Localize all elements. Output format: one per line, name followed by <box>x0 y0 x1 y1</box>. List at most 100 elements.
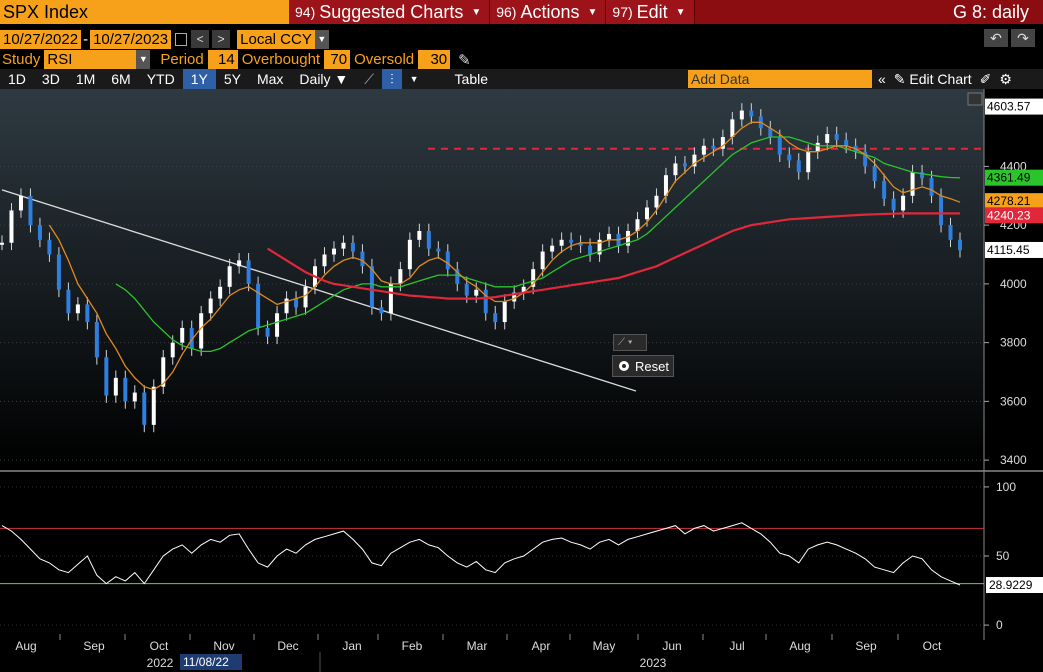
end-date-field[interactable]: 10/27/2023 <box>90 29 172 49</box>
next-range-button[interactable]: > <box>212 30 231 48</box>
ma-short-line <box>48 121 961 391</box>
cursor-date-label: 11/08/22 <box>183 655 229 669</box>
price-candle <box>113 377 118 396</box>
price-candle <box>768 128 773 137</box>
period-5y[interactable]: 5Y <box>223 71 241 87</box>
price-candle <box>66 289 71 314</box>
collapse-icon[interactable]: « <box>878 71 886 87</box>
price-candle <box>777 137 782 155</box>
price-candle <box>85 304 90 323</box>
range-separator: - <box>83 30 89 48</box>
price-candle <box>237 260 242 267</box>
price-candle <box>720 137 725 149</box>
price-candle <box>28 195 33 226</box>
add-data-input[interactable]: Add Data <box>688 70 872 88</box>
study-select[interactable]: RSI <box>44 50 137 69</box>
edit-menu[interactable]: 97) Edit ▼ <box>606 0 695 24</box>
price-candle <box>559 239 564 246</box>
price-candle <box>341 242 346 249</box>
period-1d[interactable]: 1D <box>8 71 26 87</box>
period-1y[interactable]: 1Y <box>182 69 216 89</box>
edit-icon[interactable]: ✐ <box>979 70 992 87</box>
price-tick-label: 3400 <box>1000 453 1027 467</box>
ma-mid-line <box>115 136 961 353</box>
x-month-label: Sep <box>83 639 105 653</box>
price-candle <box>635 219 640 231</box>
price-candle <box>123 377 128 402</box>
price-candle <box>796 160 801 173</box>
chevron-down-icon[interactable]: ▼ <box>409 74 419 84</box>
actions-menu[interactable]: 96) Actions ▼ <box>490 0 607 24</box>
period-field[interactable]: 14 <box>207 50 238 69</box>
period-max[interactable]: Max <box>256 71 284 87</box>
table-button[interactable]: Table <box>454 71 488 87</box>
price-candle <box>445 251 450 270</box>
price-candle <box>834 134 839 140</box>
period-1m[interactable]: 1M <box>75 71 96 87</box>
period-3d[interactable]: 3D <box>41 71 60 87</box>
period-ytd[interactable]: YTD <box>146 71 175 87</box>
undo-icon[interactable]: ↶ <box>984 29 1008 47</box>
price-candle <box>104 357 109 396</box>
price-candle <box>901 195 906 211</box>
prev-range-button[interactable]: < <box>191 30 210 48</box>
price-candle <box>701 145 706 155</box>
overbought-field[interactable]: 70 <box>324 50 351 69</box>
menu-label: Edit <box>636 1 668 22</box>
period-6m[interactable]: 6M <box>111 71 131 87</box>
price-chart[interactable]: 4400420040003800360034004603.574361.4942… <box>0 89 1043 672</box>
currency-select[interactable]: Local CCY <box>237 29 315 49</box>
chart-type-icon[interactable]: ⟋ ▾ <box>613 334 647 351</box>
pencil-icon[interactable]: ✎ <box>458 51 471 69</box>
price-candle <box>227 266 232 287</box>
x-month-label: Dec <box>277 639 298 653</box>
x-month-label: Apr <box>532 639 551 653</box>
x-month-label: Mar <box>467 639 488 653</box>
price-candle <box>265 327 270 337</box>
candlestick-icon[interactable]: ⫶ <box>382 69 402 89</box>
chevron-down-icon[interactable]: ▼ <box>314 29 329 49</box>
line-chart-icon[interactable]: ⟋ <box>364 71 375 87</box>
redo-icon[interactable]: ↷ <box>1011 29 1035 47</box>
price-candle <box>654 195 659 208</box>
edit-chart-area: « ✎ Edit Chart ✐ ⚙ <box>878 69 1012 89</box>
price-candle <box>161 357 166 387</box>
price-candle <box>284 298 289 314</box>
suggested-charts-menu[interactable]: 94) Suggested Charts ▼ <box>289 0 491 24</box>
x-year-label: 2022 <box>147 656 174 670</box>
oversold-label: Oversold <box>354 51 415 68</box>
start-date-field[interactable]: 10/27/2022 <box>0 29 82 49</box>
price-label-box <box>985 169 1043 186</box>
price-label: 4603.57 <box>987 100 1031 114</box>
price-candle <box>730 119 735 137</box>
price-candle <box>882 181 887 199</box>
price-candle <box>75 304 80 314</box>
chevron-down-icon[interactable]: ▼ <box>136 50 151 69</box>
price-candle <box>521 286 526 293</box>
edit-chart-button[interactable]: ✎ Edit Chart <box>894 71 972 88</box>
ticker-field[interactable]: SPX Index <box>0 0 289 24</box>
price-candle <box>939 195 944 226</box>
gear-icon[interactable]: ⚙ <box>999 70 1012 87</box>
period-label: Period <box>160 51 204 68</box>
price-candle <box>331 248 336 255</box>
x-month-label: Jun <box>662 639 681 653</box>
price-candle <box>663 175 668 196</box>
price-candle <box>806 151 811 173</box>
price-candle <box>256 283 261 328</box>
price-candle <box>18 195 23 211</box>
calendar-icon[interactable] <box>175 32 188 46</box>
x-month-label: Oct <box>923 639 942 653</box>
ma-long-line <box>267 212 960 300</box>
price-candle <box>464 283 469 296</box>
price-candle <box>512 292 517 302</box>
overbought-label: Overbought <box>241 51 321 68</box>
x-month-label: Jan <box>342 639 361 653</box>
price-candle <box>711 145 716 149</box>
oversold-field[interactable]: 30 <box>418 50 451 69</box>
price-candle <box>275 313 280 337</box>
reset-label: Reset <box>635 358 669 374</box>
price-label-box <box>985 98 1043 115</box>
frequency-select[interactable]: Daily ▼ <box>299 71 349 87</box>
reset-button[interactable]: Reset <box>612 355 674 377</box>
